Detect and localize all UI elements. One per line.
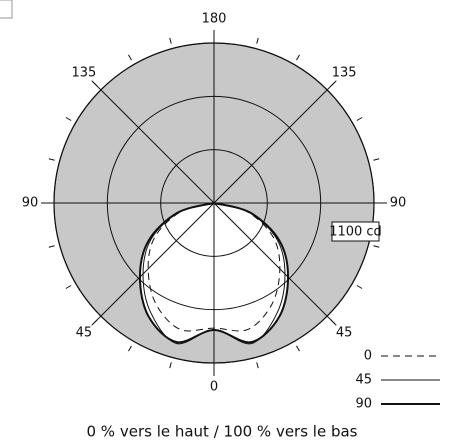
minor-tick (330, 81, 336, 87)
corner-frame (0, 0, 13, 19)
intensity-curve (147, 202, 281, 332)
minor-tick (356, 285, 363, 289)
theta-label: 45 (336, 326, 353, 341)
minor-tick (92, 319, 98, 325)
minor-tick (296, 345, 300, 352)
legend-label: 45 (355, 373, 372, 388)
ring-label: 1100 cd (329, 225, 382, 240)
ring-label-box (331, 221, 380, 242)
minor-tick (330, 319, 336, 325)
caption: 0 % vers le haut / 100 % vers le bas (87, 423, 358, 441)
theta-label: 135 (71, 65, 96, 80)
minor-tick (356, 117, 363, 121)
minor-tick (169, 37, 172, 44)
minor-tick (296, 54, 300, 61)
theta-label: 45 (76, 326, 93, 341)
radial-grid (100, 89, 215, 204)
legend-label: 0 (364, 349, 372, 364)
radial-grid (213, 89, 328, 204)
theta-label: 135 (332, 65, 357, 80)
minor-tick (373, 158, 380, 161)
minor-tick (128, 345, 132, 352)
minor-tick (65, 285, 72, 289)
radial-grid (213, 202, 328, 317)
minor-tick (65, 117, 72, 121)
radial-grid (100, 202, 215, 317)
minor-tick (48, 158, 55, 161)
minor-tick (169, 362, 172, 369)
theta-label: 90 (390, 196, 407, 211)
minor-tick (92, 81, 98, 87)
minor-tick (256, 37, 259, 44)
minor-tick (48, 245, 55, 248)
theta-label: 0 (210, 380, 218, 395)
legend-label: 90 (355, 397, 372, 412)
minor-tick (128, 54, 132, 61)
theta-label: 180 (202, 12, 227, 27)
minor-tick (256, 362, 259, 369)
intensity-curve (138, 202, 290, 344)
theta-label: 90 (22, 196, 39, 211)
minor-tick (373, 245, 380, 248)
